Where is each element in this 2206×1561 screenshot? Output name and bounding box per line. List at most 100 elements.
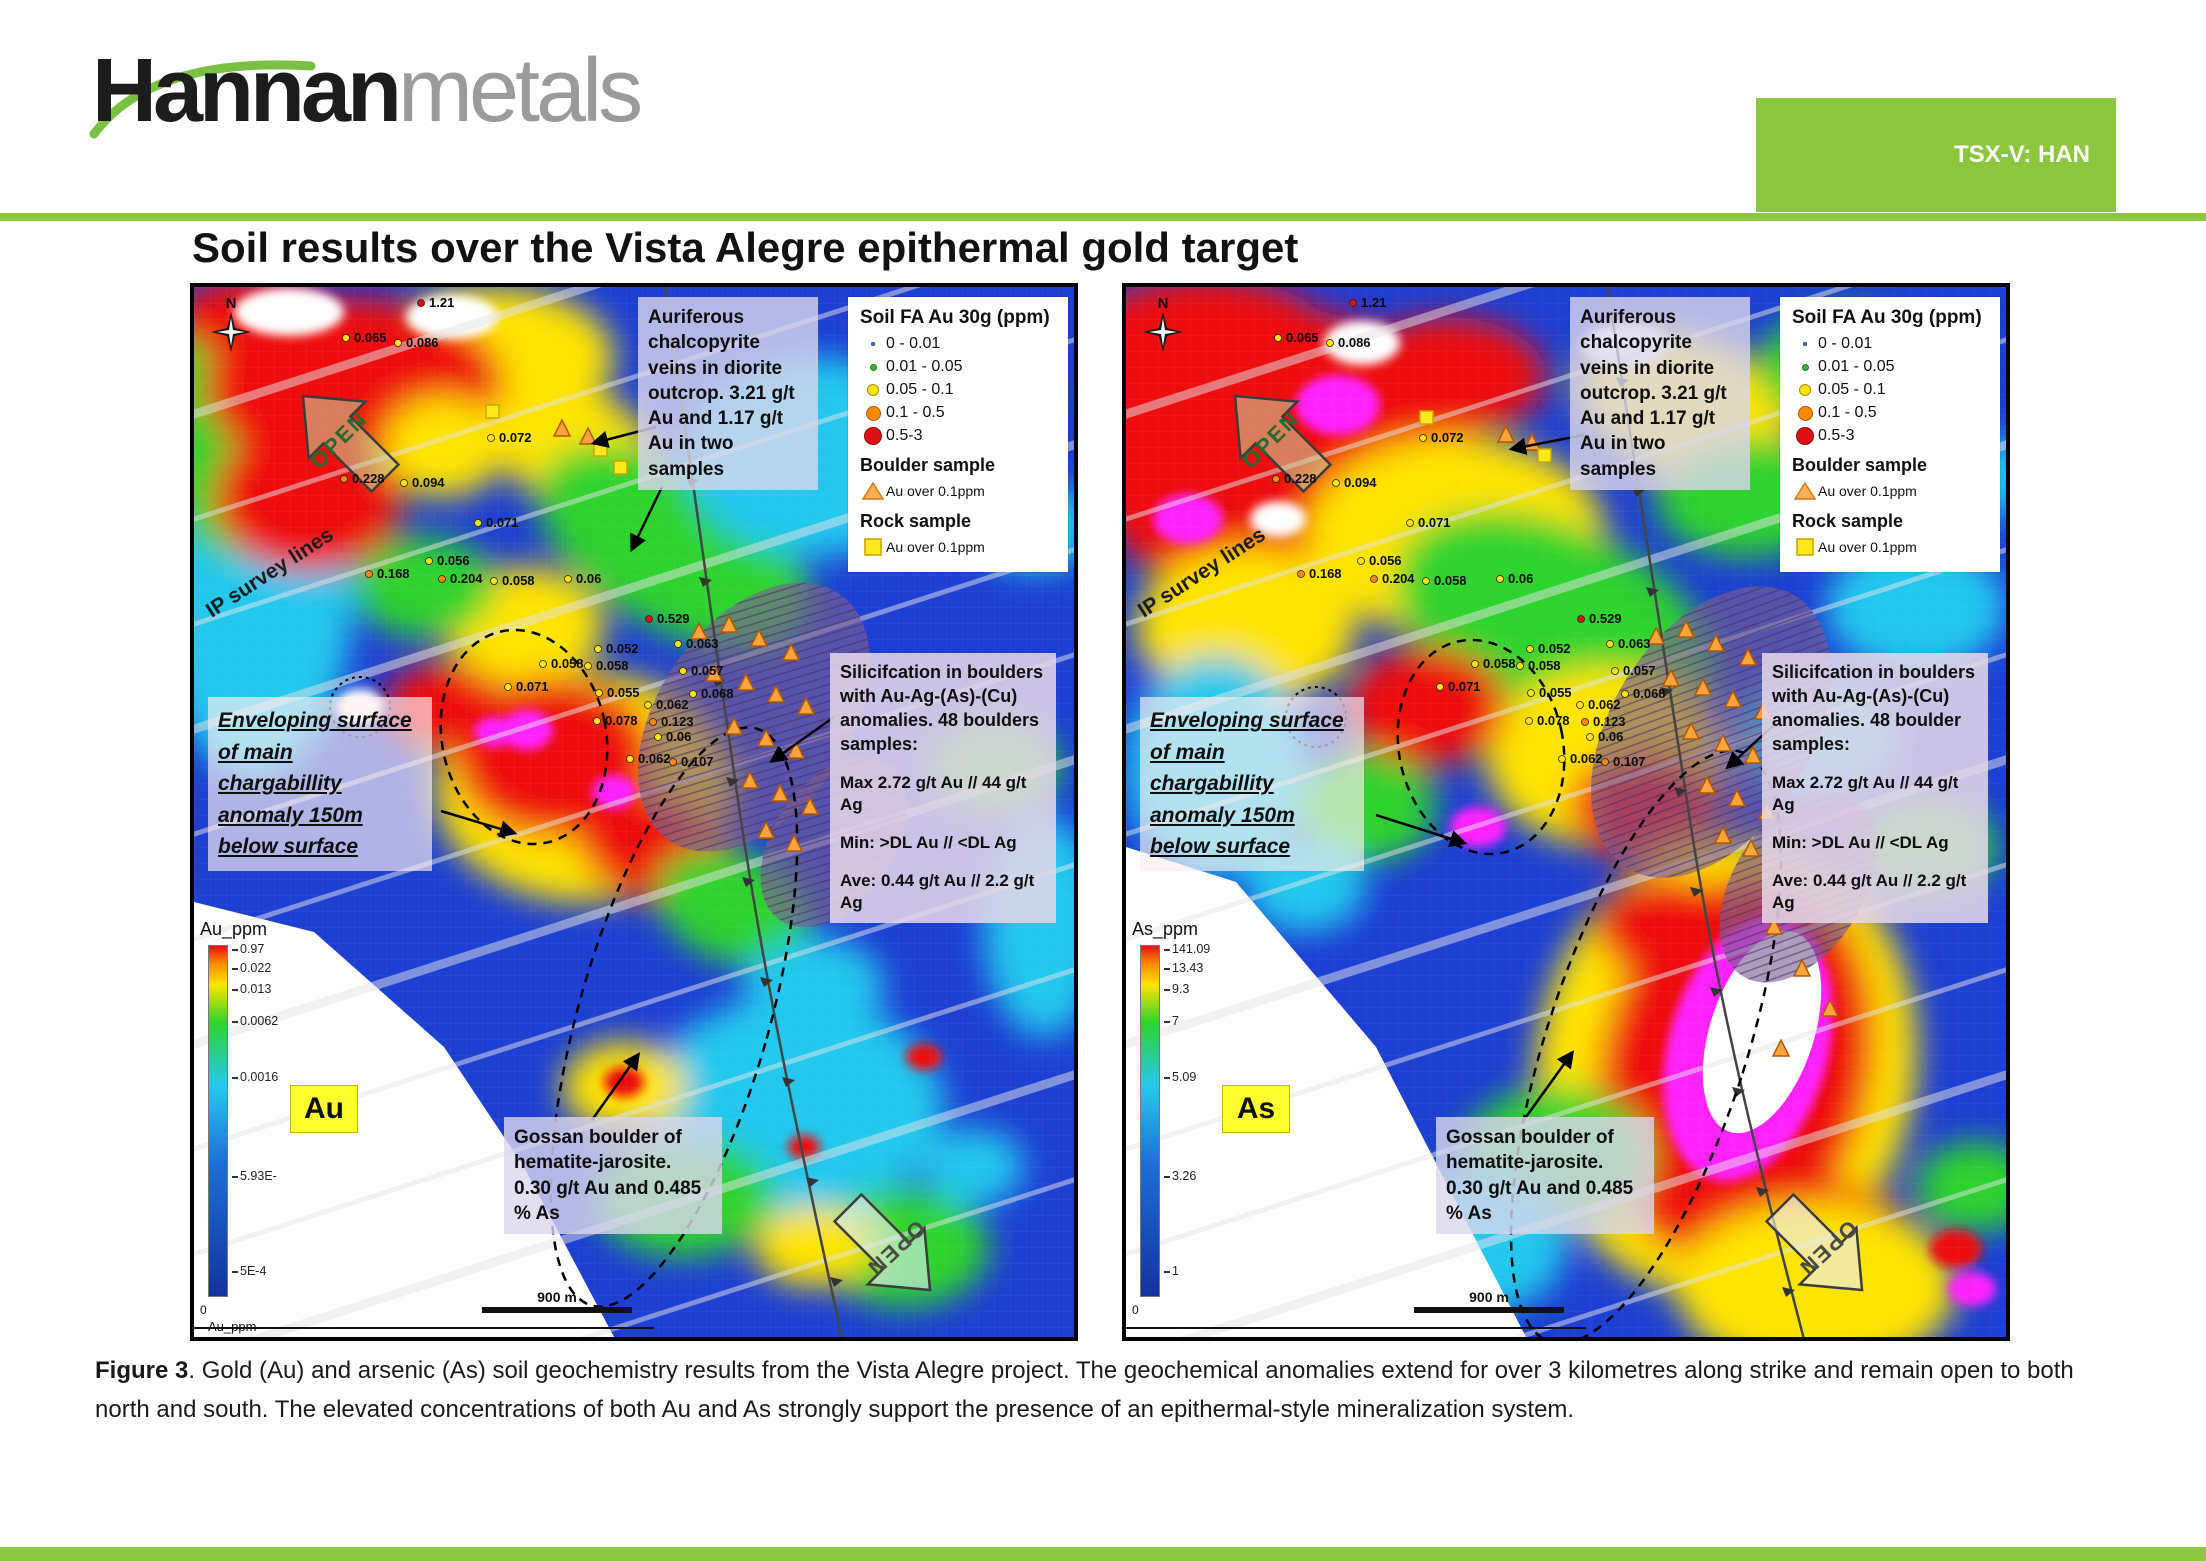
sample-value: 0.204 bbox=[450, 571, 483, 586]
silicification-intro: Silicifcation in boulders with Au-Ag-(As… bbox=[1772, 662, 1976, 754]
annotation-arrows bbox=[1375, 433, 1775, 1118]
sample-value: 0.058 bbox=[1483, 656, 1516, 671]
legend-class-dot bbox=[1792, 427, 1818, 445]
open-arrow-south: OPEN bbox=[1764, 1192, 1864, 1292]
legend-class-dot bbox=[1792, 384, 1818, 396]
map-as: OPEN OPEN 1.21 0.065 0.086 0.072 0.228 0.094 0… bbox=[1122, 283, 2010, 1341]
legend-class-dot bbox=[1792, 405, 1818, 421]
north-label: N bbox=[1157, 295, 1169, 312]
legend-class-row: 0.05 - 0.1 bbox=[860, 381, 1056, 399]
legend-class-label: 0 - 0.01 bbox=[886, 335, 941, 352]
sample-value: 0.058 bbox=[502, 573, 535, 588]
soil-legend: Soil FA Au 30g (ppm) 0 - 0.01 0.01 - 0.05… bbox=[848, 297, 1068, 572]
legend-classes: 0 - 0.01 0.01 - 0.05 0.05 - 0.1 0.1 - 0.5 0.… bbox=[1792, 335, 1988, 445]
sample-value: 0.068 bbox=[701, 686, 734, 701]
legend-title: Soil FA Au 30g (ppm) bbox=[1792, 307, 1982, 328]
legend-rock-header: Rock sample bbox=[860, 511, 972, 531]
map-baseline bbox=[1126, 1327, 1586, 1329]
sample-value: 0.058 bbox=[596, 658, 629, 673]
sample-labels: 1.21 0.065 0.086 0.072 0.228 0.094 0.071 0.056 0… bbox=[340, 295, 734, 769]
boulder-triangle-icon bbox=[860, 481, 886, 501]
sample-value: 0.065 bbox=[1286, 330, 1319, 345]
enveloping-note: Enveloping surface of main chargabillity… bbox=[1140, 697, 1364, 871]
legend-boulder-header: Boulder sample bbox=[1792, 455, 1928, 475]
sample-value: 0.123 bbox=[661, 714, 694, 729]
scale-bar-line bbox=[1414, 1307, 1564, 1313]
colorbar-ticks: 0.97 0.022 0.013 0.0062 0.0016 5.93E- 5E-4 bbox=[232, 942, 310, 1297]
sample-value: 1.21 bbox=[429, 295, 454, 310]
sample-value: 0.168 bbox=[1309, 566, 1342, 581]
legend-class-dot bbox=[1792, 363, 1818, 371]
boulder-triangle-icon bbox=[1792, 481, 1818, 501]
annotation-arrows bbox=[440, 425, 835, 1121]
figure-caption-label: Figure 3 bbox=[95, 1357, 189, 1384]
open-arrow-south: OPEN bbox=[832, 1192, 932, 1292]
legend-class-row: 0 - 0.01 bbox=[1792, 335, 1988, 353]
sample-value: 0.086 bbox=[406, 335, 439, 350]
sample-value: 0.228 bbox=[352, 471, 385, 486]
sample-value: 0.052 bbox=[606, 641, 639, 656]
map-scale-bar: 900 m bbox=[482, 1289, 632, 1313]
sample-value: 0.094 bbox=[1344, 475, 1377, 490]
colorbar-tick: 5.93E- bbox=[232, 1169, 277, 1183]
sample-value: 0.078 bbox=[605, 713, 638, 728]
gossan-note: Gossan boulder of hematite-jarosite. 0.3… bbox=[504, 1117, 722, 1235]
silicification-stat: Min: >DL Au // <DL Ag bbox=[840, 832, 1017, 852]
map-as-overlay: OPEN OPEN 1.21 0.065 0.086 0.072 0.228 0.094 0… bbox=[1233, 295, 1864, 1292]
sample-value: 0.071 bbox=[516, 679, 549, 694]
legend-class-row: 0.01 - 0.05 bbox=[860, 358, 1056, 376]
legend-boulder-label: Au over 0.1ppm bbox=[886, 483, 985, 499]
sample-value: 0.068 bbox=[1633, 686, 1666, 701]
page-title: Soil results over the Vista Alegre epith… bbox=[192, 224, 1299, 271]
legend-class-label: 0.01 - 0.05 bbox=[1818, 358, 1895, 375]
sample-value: 0.204 bbox=[1382, 571, 1415, 586]
legend-title: Soil FA Au 30g (ppm) bbox=[860, 307, 1050, 328]
colorbar-tick: 1 bbox=[1164, 1264, 1179, 1278]
colorbar-tick: 7 bbox=[1164, 1014, 1179, 1028]
auriferous-note: Auriferous chalcopyrite veins in diorite… bbox=[638, 297, 818, 490]
legend-rock-header: Rock sample bbox=[1792, 511, 1904, 531]
legend-class-label: 0.5-3 bbox=[886, 427, 923, 444]
auriferous-note: Auriferous chalcopyrite veins in diorite… bbox=[1570, 297, 1750, 490]
sample-value: 0.058 bbox=[551, 656, 584, 671]
rock-square-icon bbox=[1792, 537, 1818, 557]
sample-value: 0.123 bbox=[1593, 714, 1626, 729]
open-arrow-north: OPEN bbox=[1233, 394, 1333, 494]
legend-boulder-item: Au over 0.1ppm bbox=[1792, 481, 1988, 501]
compass-star-icon bbox=[211, 312, 251, 352]
legend-rock-item: Au over 0.1ppm bbox=[860, 537, 1056, 557]
sample-value: 0.057 bbox=[691, 663, 724, 678]
sample-value: 0.063 bbox=[1618, 636, 1651, 651]
sample-value: 0.529 bbox=[1589, 611, 1622, 626]
colorbar-footer: Au_ppm bbox=[208, 1319, 256, 1334]
silicification-stat: Ave: 0.44 g/t Au // 2.2 g/t Ag bbox=[1772, 870, 1967, 913]
sample-value: 0.055 bbox=[607, 685, 640, 700]
sample-value: 0.107 bbox=[681, 754, 714, 769]
legend-class-dot bbox=[860, 384, 886, 396]
colorbar-tick: 0.0062 bbox=[232, 1014, 278, 1028]
colorbar-gradient bbox=[208, 945, 228, 1297]
colorbar-origin: 0 bbox=[1132, 1303, 1139, 1317]
rock-square-icon bbox=[860, 537, 886, 557]
sample-value: 0.228 bbox=[1284, 471, 1317, 486]
legend-classes: 0 - 0.01 0.01 - 0.05 0.05 - 0.1 0.1 - 0.5 0.… bbox=[860, 335, 1056, 445]
sample-labels: 1.21 0.065 0.086 0.072 0.228 0.094 0.071 0.056 0… bbox=[1272, 295, 1666, 769]
silicification-stat: Ave: 0.44 g/t Au // 2.2 g/t Ag bbox=[840, 870, 1035, 913]
legend-class-label: 0.1 - 0.5 bbox=[886, 404, 945, 421]
colorbar-tick: 0.0016 bbox=[232, 1070, 278, 1084]
sample-value: 0.057 bbox=[1623, 663, 1656, 678]
colorbar-tick: 0.022 bbox=[232, 961, 271, 975]
legend-class-row: 0.05 - 0.1 bbox=[1792, 381, 1988, 399]
sample-value: 0.062 bbox=[638, 751, 671, 766]
scale-bar-label: 900 m bbox=[1469, 1289, 1509, 1305]
silicification-stat: Max 2.72 g/t Au // 44 g/t Ag bbox=[1772, 772, 1959, 815]
ticker-badge: TSX-V: HAN bbox=[1756, 98, 2116, 212]
legend-class-row: 0.1 - 0.5 bbox=[860, 404, 1056, 422]
silicification-stat: Max 2.72 g/t Au // 44 g/t Ag bbox=[840, 772, 1027, 815]
legend-class-dot bbox=[860, 405, 886, 421]
sample-value: 0.094 bbox=[412, 475, 445, 490]
colorbar-tick: 5E-4 bbox=[232, 1264, 266, 1278]
sample-value: 0.062 bbox=[1570, 751, 1603, 766]
colorbar-au: Au_ppm 0.97 0.022 0.013 0.0062 0.0016 5.93E- 5… bbox=[200, 919, 310, 1334]
brand-bold: Hannan bbox=[92, 41, 402, 141]
